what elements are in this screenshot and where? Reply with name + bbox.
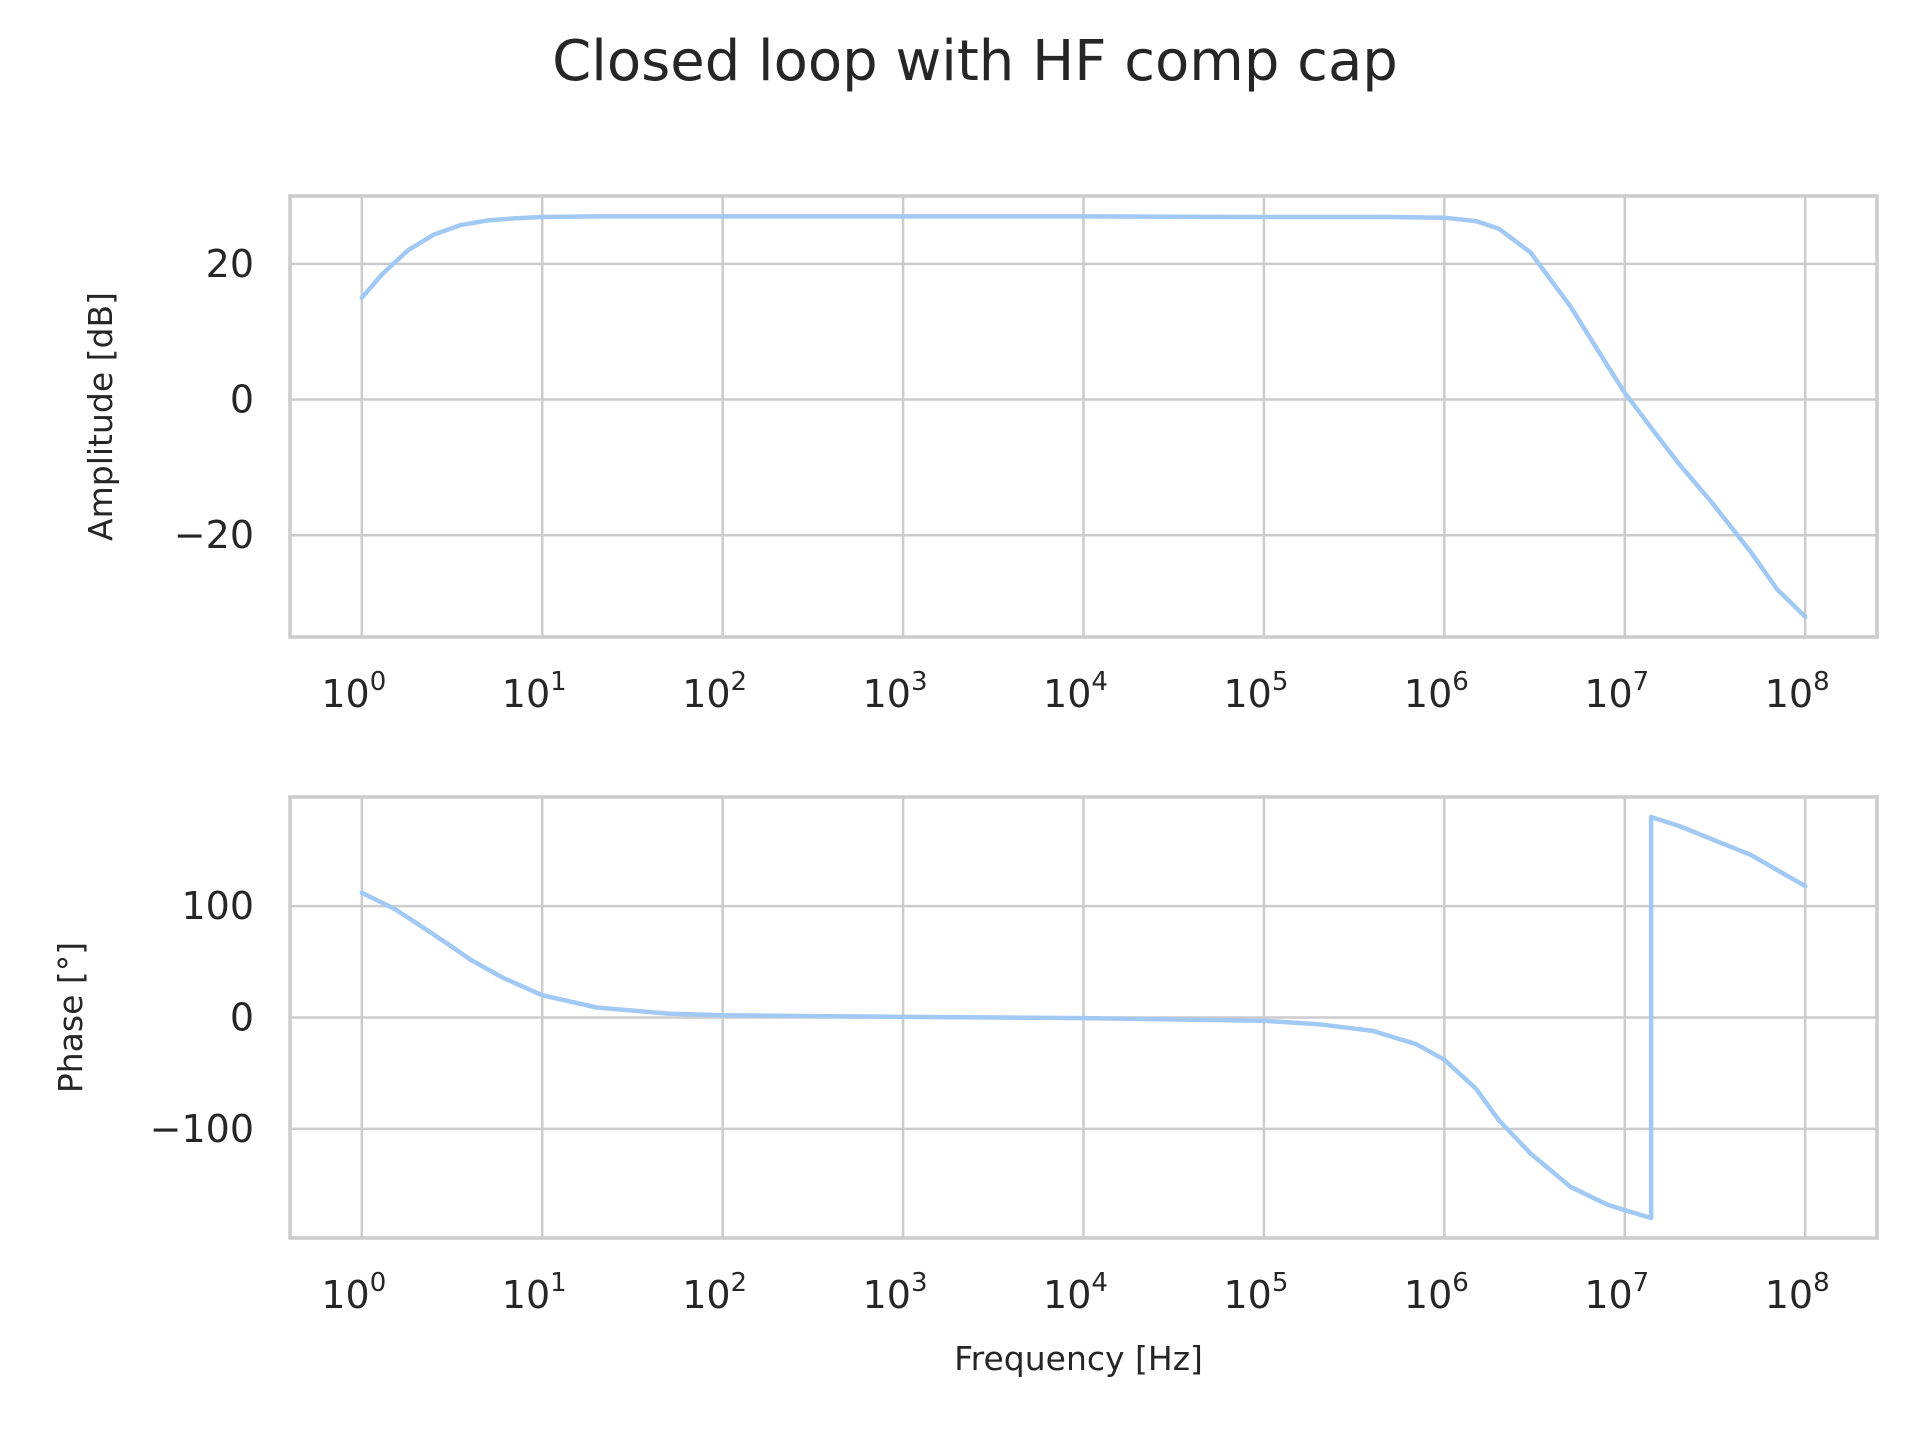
amplitude-series-line <box>359 214 1808 619</box>
x-tick-label: 107 <box>1584 667 1649 716</box>
y-tick-label: 0 <box>230 378 254 422</box>
phase-xlabel: Frequency [Hz] <box>954 1339 1203 1378</box>
amplitude-ylabel: Amplitude [dB] <box>81 292 120 541</box>
x-tick-label: 108 <box>1765 667 1830 716</box>
y-tick-label: 0 <box>230 996 254 1040</box>
x-tick-label: 103 <box>863 1268 928 1317</box>
x-tick-label: 104 <box>1043 1268 1108 1317</box>
amplitude-panel: 100 101 102 103 104 105 106 107 108 20 0 −20 Amplitu… <box>81 194 1879 716</box>
x-tick-label: 102 <box>682 667 747 716</box>
x-tick-label: 108 <box>1765 1268 1830 1317</box>
phase-ylabel: Phase [°] <box>51 942 90 1093</box>
y-tick-label: −100 <box>150 1107 254 1151</box>
x-tick-label: 106 <box>1404 667 1469 716</box>
x-tick-label: 104 <box>1043 667 1108 716</box>
x-tick-label: 102 <box>682 1268 747 1317</box>
x-tick-label: 105 <box>1223 1268 1288 1317</box>
x-tick-label: 101 <box>502 1268 567 1317</box>
phase-series-line <box>359 814 1808 1221</box>
y-tick-label: −20 <box>174 513 254 557</box>
phase-panel: 100 101 102 103 104 105 106 107 108 100 0 −100 Phase… <box>51 795 1879 1378</box>
x-tick-label: 100 <box>321 667 386 716</box>
x-tick-label: 103 <box>863 667 928 716</box>
phase-axes-frame <box>288 795 1879 1240</box>
y-tick-label: 20 <box>206 242 254 286</box>
x-tick-label: 100 <box>321 1268 386 1317</box>
x-tick-label: 106 <box>1404 1268 1469 1317</box>
amplitude-axes-frame <box>288 194 1879 639</box>
x-tick-label: 101 <box>502 667 567 716</box>
x-tick-label: 105 <box>1223 667 1288 716</box>
chart-title: Closed loop with HF comp cap <box>552 29 1398 94</box>
x-tick-label: 107 <box>1584 1268 1649 1317</box>
y-tick-label: 100 <box>181 884 254 928</box>
